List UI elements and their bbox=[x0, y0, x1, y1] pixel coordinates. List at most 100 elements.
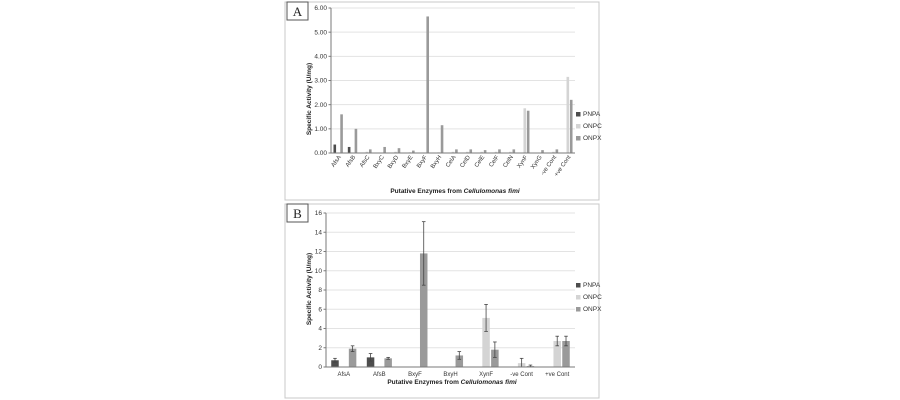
panel-a-x-tick-label: AfsA bbox=[331, 155, 343, 169]
panel-b-legend-label-onpc: ONPC bbox=[583, 294, 602, 301]
panel-a-x-tick-label: AfsB bbox=[345, 155, 357, 169]
panel-b-x-tick-label: AfsA bbox=[337, 372, 350, 378]
panel-a-y-tick-label: 1.00 bbox=[314, 126, 327, 133]
panel-b: B 0 2 4 6 8 10 12 14 16 AfsA AfsB BxyF BxyH XynF -ve … bbox=[284, 203, 602, 399]
panel-a-x-axis-title-italic: Cellulomonas fimi bbox=[464, 188, 520, 195]
panel-a-letter-box bbox=[286, 1, 309, 21]
panel-a-x-axis-title-prefix: Putative Enzymes from bbox=[390, 188, 463, 195]
panel-b-x-tick-label: BxyH bbox=[443, 372, 457, 378]
panel-b-x-tick-label: -ve Cont bbox=[510, 372, 533, 378]
panel-a-bar-onpx bbox=[440, 125, 444, 153]
panel-a-bar-onpc bbox=[451, 151, 455, 153]
panel-b-bar-onpx bbox=[384, 358, 392, 367]
panel-b-legend-label-pnpa: PNPA bbox=[583, 282, 601, 289]
panel-a-legend-swatch-pnpa bbox=[576, 112, 581, 117]
panel-a-bar-onpc bbox=[365, 151, 369, 153]
panel-a-x-tick-label: BxyD bbox=[387, 154, 401, 170]
panel-b-bars bbox=[331, 221, 570, 368]
panel-a-bar-onpx bbox=[340, 114, 343, 153]
panel-b-x-axis-title-italic: Cellulomonas fimi bbox=[461, 379, 517, 386]
panel-a-bar-onpx bbox=[541, 150, 544, 153]
panel-b-y-tick-label: 2 bbox=[318, 345, 322, 352]
panel-b-x-axis-title-prefix: Putative Enzymes from bbox=[387, 379, 460, 386]
panel-a-bar-onpx bbox=[483, 150, 487, 153]
panel-b-bar-onpx bbox=[562, 341, 570, 367]
panel-a-bar-onpx bbox=[354, 128, 358, 153]
panel-a-y-tick-label: 6.00 bbox=[314, 5, 327, 12]
panel-a-x-tick-label: CelN bbox=[502, 155, 515, 169]
panel-b-y-tick-label: 14 bbox=[315, 229, 323, 236]
panel-b-y-tick-label: 12 bbox=[315, 249, 323, 256]
panel-b-letter: B bbox=[293, 206, 302, 221]
panel-b-x-tick-label: AfsB bbox=[373, 372, 386, 378]
panel-a-x-tick-label: AfsC bbox=[359, 154, 372, 169]
panel-a-bars bbox=[333, 16, 573, 154]
panel-a-y-tick-label: 4.00 bbox=[314, 54, 327, 61]
panel-b-bar-pnpa bbox=[331, 360, 339, 367]
panel-a-bar-onpx bbox=[426, 16, 429, 154]
panel-b-bar-onpx bbox=[348, 348, 357, 367]
panel-a-bar-onpc bbox=[552, 151, 555, 153]
panel-b-y-tick-label: 16 bbox=[315, 210, 323, 217]
panel-b-legend-swatch-onpc bbox=[576, 295, 581, 300]
panel-a-x-tick-label: BxyF bbox=[416, 154, 429, 169]
panel-a-x-tick-label: XynF bbox=[516, 154, 529, 169]
panel-a-bar-onpc bbox=[394, 151, 397, 153]
panel-b-bar-onpc bbox=[553, 341, 561, 367]
panel-a-x-tick-label: BxyC bbox=[373, 154, 387, 170]
panel-b-y-tick-label: 8 bbox=[318, 287, 322, 294]
panel-a-bar-onpc bbox=[523, 108, 527, 153]
panel-a-legend-label-onpx: ONPX bbox=[583, 135, 602, 142]
panel-a-bar-onpx bbox=[498, 149, 501, 153]
panel-a-legend: PNPA ONPC ONPX bbox=[576, 111, 602, 142]
panel-b-bar-onpc bbox=[482, 317, 490, 367]
panel-b-y-axis-title: Specific Activity (U/mg) bbox=[306, 253, 313, 325]
panel-a-gridlines bbox=[331, 7, 575, 130]
panel-b-legend-swatch-onpx bbox=[576, 307, 581, 312]
panel-a-y-ticks: 0.00 1.00 2.00 3.00 4.00 5.00 6.00 bbox=[314, 5, 331, 157]
panel-a-bar-onpx bbox=[512, 149, 516, 153]
panel-b-bar-onpx bbox=[455, 355, 464, 367]
panel-a: A 0.00 1.00 2.00 3.00 4.00 5.00 6.00 AfsA AfsB A… bbox=[284, 1, 602, 201]
panel-a-bar-onpx bbox=[455, 149, 458, 153]
panel-a-bar-pnpa bbox=[347, 146, 351, 153]
panel-a-x-labels: AfsA AfsB AfsC BxyC BxyD BxyE BxyF BxyH CelA CelD… bbox=[331, 154, 573, 178]
panel-b-legend-swatch-pnpa bbox=[576, 283, 581, 288]
panel-a-x-tick-label: CelD bbox=[459, 154, 472, 169]
panel-a-x-tick-label: CelE bbox=[474, 155, 486, 169]
panel-b-y-tick-label: 10 bbox=[315, 268, 323, 275]
panel-b-x-tick-label: XynF bbox=[479, 372, 493, 378]
panel-b-gridlines bbox=[326, 212, 575, 349]
panel-b-x-labels: AfsA AfsB BxyF BxyH XynF -ve Cont +ve Cont bbox=[337, 372, 569, 378]
panel-a-letter: A bbox=[293, 4, 303, 19]
panel-a-bar-pnpa bbox=[333, 144, 337, 153]
panel-b-y-tick-label: 0 bbox=[318, 364, 322, 371]
panel-a-bar-onpc bbox=[566, 76, 570, 153]
panel-a-bar-onpx bbox=[555, 149, 559, 153]
panel-a-x-tick-label: CelF bbox=[489, 154, 501, 168]
panel-a-bar-onpc bbox=[494, 151, 498, 153]
panel-a-bar-onpx bbox=[569, 99, 573, 153]
panel-a-bar-onpx bbox=[397, 148, 401, 153]
panel-a-bar-onpc bbox=[480, 151, 484, 153]
panel-a-frame bbox=[284, 1, 600, 201]
panel-a-y-axis-title: Specific Activity (U/mg) bbox=[306, 63, 313, 135]
panel-b-bar-pnpa bbox=[366, 357, 375, 367]
panel-a-bar-onpx bbox=[383, 146, 386, 153]
panel-a-y-tick-label: 5.00 bbox=[314, 29, 327, 36]
panel-b-x-axis-title: Putative Enzymes from Cellulomonas fimi bbox=[387, 379, 517, 386]
panel-b-y-tick-label: 6 bbox=[318, 306, 322, 313]
panel-b-bar-onpx bbox=[491, 349, 499, 367]
panel-a-x-tick-label: XynG bbox=[530, 154, 544, 170]
panel-b-y-tick-label: 4 bbox=[318, 326, 322, 333]
panel-b-y-ticks: 0 2 4 6 8 10 12 14 16 bbox=[315, 210, 326, 371]
panel-a-y-tick-label: 3.00 bbox=[314, 78, 327, 85]
panel-a-x-tick-label: BxyE bbox=[402, 155, 415, 170]
panel-b-legend-label-onpx: ONPX bbox=[583, 306, 602, 313]
panel-a-legend-label-onpc: ONPC bbox=[583, 123, 602, 130]
panel-a-x-tick-label: CelA bbox=[445, 155, 457, 169]
panel-a-y-tick-label: 2.00 bbox=[314, 102, 327, 109]
panel-a-legend-label-pnpa: PNPA bbox=[583, 111, 601, 118]
panel-a-bar-onpc bbox=[509, 151, 512, 153]
